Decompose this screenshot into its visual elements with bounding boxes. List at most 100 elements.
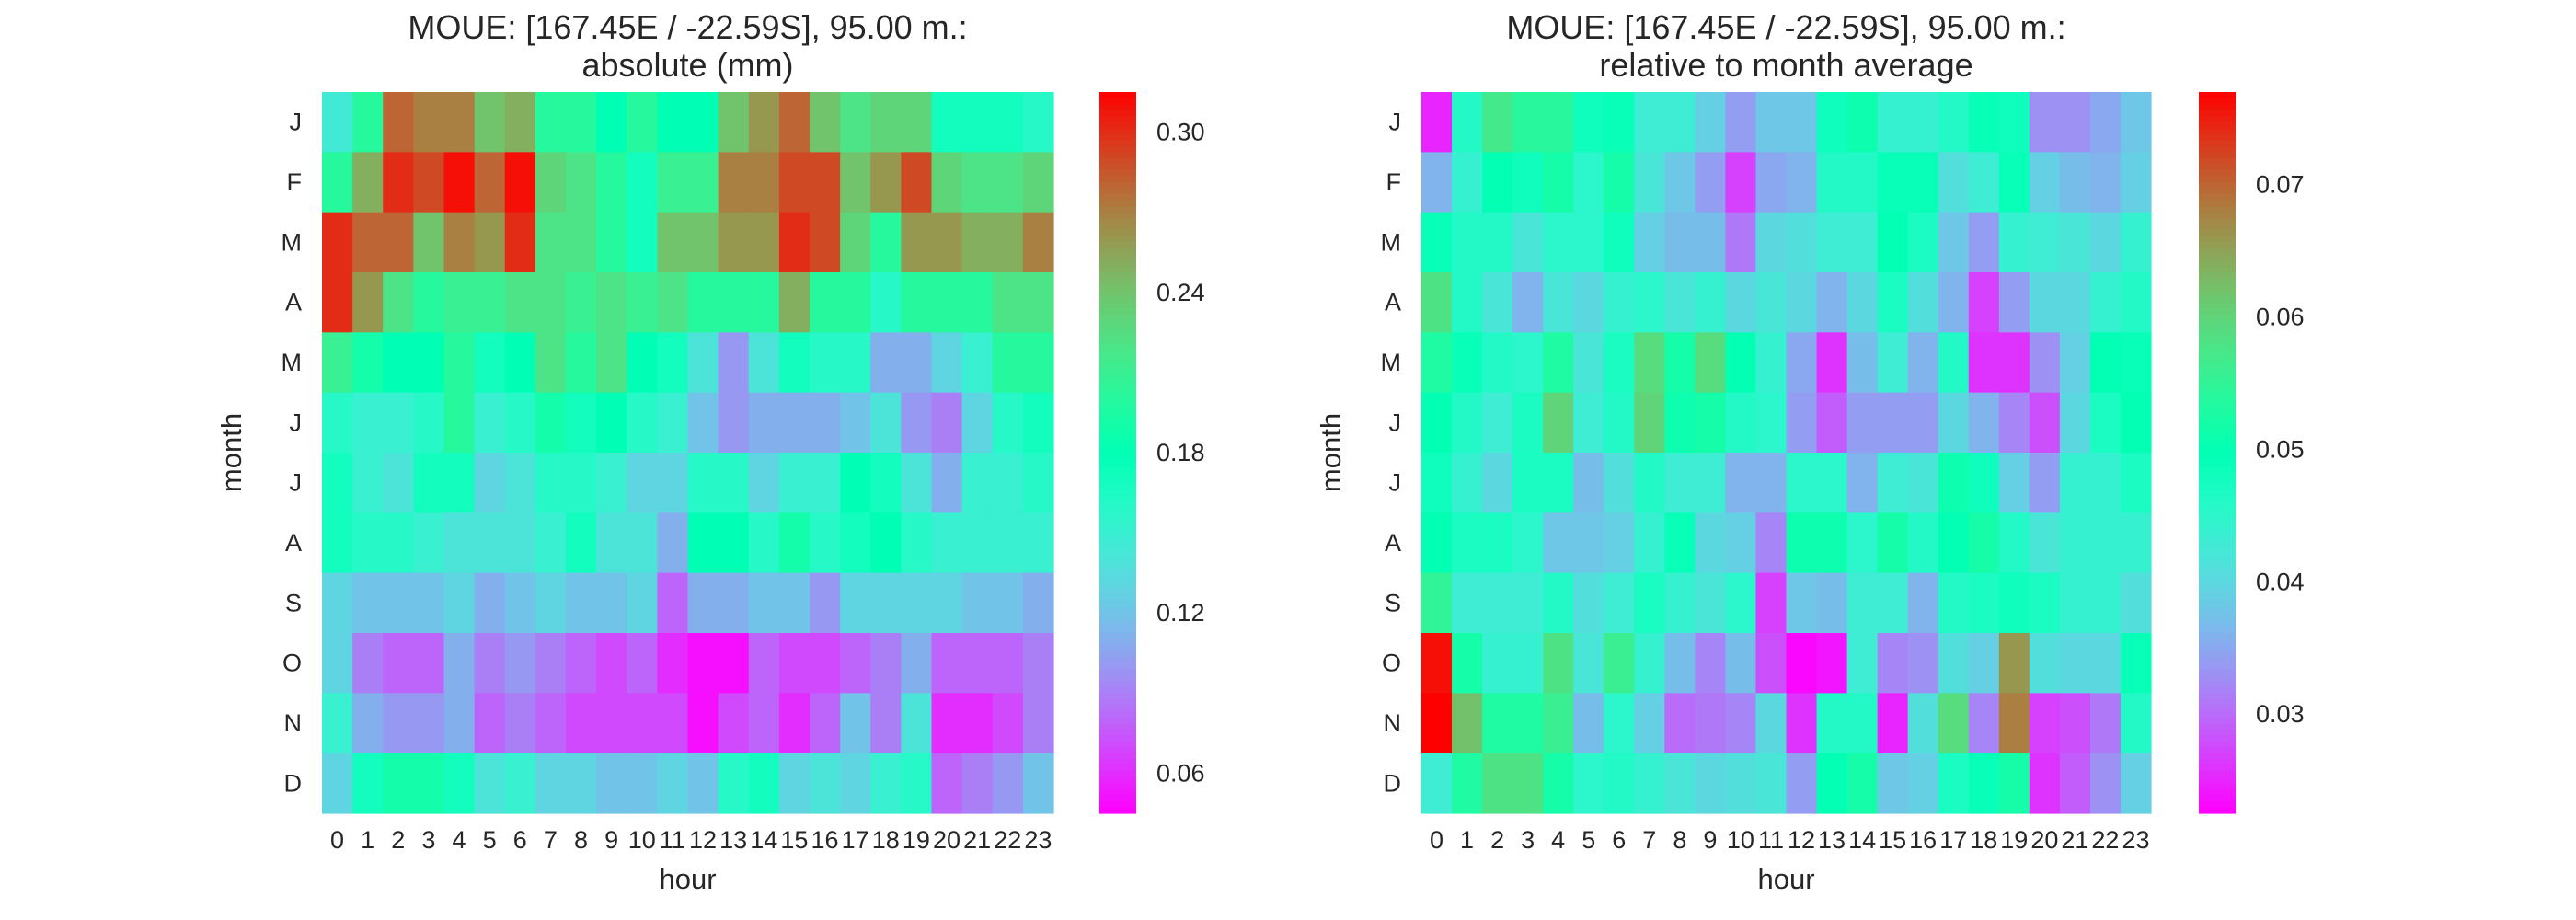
heatmap-cell bbox=[778, 693, 811, 754]
colorbar-segment bbox=[1099, 206, 1136, 213]
colorbar-segment bbox=[2199, 620, 2236, 628]
heatmap-cell bbox=[1755, 212, 1788, 273]
colorbar-segment bbox=[2199, 296, 2236, 304]
heatmap-cell bbox=[1512, 152, 1544, 213]
colorbar-segment bbox=[1099, 188, 1136, 195]
colorbar-segment bbox=[1099, 603, 1136, 610]
colorbar-segment bbox=[2199, 326, 2236, 333]
heatmap-panel-1: MOUE: [167.45E / -22.59S], 95.00 m.:abso… bbox=[215, 8, 1205, 895]
colorbar-segment bbox=[1099, 98, 1136, 105]
colorbar-segment bbox=[1099, 723, 1136, 730]
heatmap-cell bbox=[901, 392, 933, 454]
colorbar-segment bbox=[2199, 169, 2236, 178]
colorbar-segment bbox=[2199, 176, 2236, 183]
heatmap-cell bbox=[901, 212, 933, 273]
colorbar-segment bbox=[2199, 290, 2236, 297]
heatmap-cell bbox=[1907, 92, 1939, 153]
colorbar-segment bbox=[1099, 453, 1136, 460]
heatmap-cell bbox=[1695, 392, 1727, 454]
heatmap-cell bbox=[352, 272, 384, 333]
heatmap-cell bbox=[1543, 693, 1574, 754]
heatmap-cell bbox=[748, 633, 780, 694]
heatmap-cell bbox=[413, 693, 445, 754]
heatmap-cell bbox=[1452, 572, 1483, 634]
heatmap-cell bbox=[840, 753, 871, 814]
colorbar-segment bbox=[2199, 608, 2236, 615]
heatmap-cell bbox=[1755, 332, 1788, 394]
heatmap-cell bbox=[778, 332, 811, 394]
heatmap-cell bbox=[1877, 92, 1909, 153]
heatmap-cell bbox=[383, 512, 414, 574]
x-tick-label: 17 bbox=[842, 826, 869, 854]
heatmap-cell bbox=[1725, 753, 1757, 814]
colorbar-segment bbox=[1099, 747, 1136, 754]
heatmap-cell bbox=[657, 392, 689, 454]
heatmap-cell bbox=[718, 92, 750, 153]
heatmap-cell bbox=[778, 392, 811, 454]
colorbar-segment bbox=[1099, 807, 1136, 814]
heatmap-cell bbox=[748, 392, 780, 454]
heatmap-cell bbox=[352, 753, 384, 814]
heatmap-cell bbox=[1543, 92, 1574, 153]
colorbar-tick-label: 0.04 bbox=[2256, 568, 2305, 595]
colorbar-segment bbox=[1099, 446, 1136, 454]
colorbar-segment bbox=[2199, 693, 2236, 700]
heatmap-cell bbox=[840, 453, 871, 513]
x-tick-label: 23 bbox=[2122, 826, 2149, 854]
heatmap-cell bbox=[1968, 753, 2000, 814]
heatmap-cell bbox=[1725, 572, 1757, 634]
heatmap-cell bbox=[504, 633, 536, 694]
colorbar-segment bbox=[1099, 176, 1136, 183]
heatmap-cell bbox=[1543, 453, 1574, 513]
colorbar-segment bbox=[2199, 344, 2236, 351]
heatmap-cell bbox=[1421, 92, 1453, 153]
heatmap-cell bbox=[1604, 753, 1635, 814]
heatmap-cell bbox=[1573, 453, 1604, 513]
y-axis-label: month bbox=[215, 413, 247, 492]
heatmap-cell bbox=[1938, 92, 1970, 153]
colorbar-segment bbox=[1099, 555, 1136, 562]
colorbar-segment bbox=[2199, 530, 2236, 538]
colorbar-segment bbox=[2199, 747, 2236, 754]
heatmap-cell bbox=[352, 453, 384, 513]
heatmap-cell bbox=[627, 693, 658, 754]
y-tick-label: O bbox=[282, 650, 302, 677]
heatmap-cell bbox=[1755, 272, 1788, 333]
heatmap-cell bbox=[840, 693, 871, 754]
colorbar-segment bbox=[1099, 741, 1136, 748]
heatmap-cell bbox=[1421, 572, 1453, 634]
colorbar-segment bbox=[1099, 681, 1136, 688]
heatmap-cell bbox=[1998, 693, 2030, 754]
colorbar-segment bbox=[1099, 608, 1136, 615]
heatmap-cell bbox=[1695, 272, 1727, 333]
heatmap-cell bbox=[1452, 272, 1483, 333]
heatmap-cell bbox=[931, 453, 963, 513]
x-tick-label: 11 bbox=[1758, 826, 1784, 854]
heatmap-cell bbox=[504, 272, 536, 333]
heatmap-cell bbox=[1846, 92, 1879, 153]
heatmap-cell bbox=[413, 633, 445, 694]
colorbar-segment bbox=[2199, 465, 2236, 472]
heatmap-cell bbox=[1664, 453, 1696, 513]
x-tick-label: 9 bbox=[1703, 826, 1717, 854]
heatmap-cell bbox=[2029, 572, 2061, 634]
heatmap-cell bbox=[718, 272, 750, 333]
heatmap-cell bbox=[687, 633, 719, 694]
colorbar-segment bbox=[2199, 104, 2236, 111]
heatmap-cell bbox=[1482, 92, 1513, 153]
colorbar-segment bbox=[1099, 224, 1136, 231]
heatmap-cell bbox=[474, 753, 506, 814]
y-tick-label: O bbox=[1382, 650, 1401, 677]
colorbar-segment bbox=[1099, 693, 1136, 700]
heatmap-cell bbox=[1816, 693, 1848, 754]
heatmap-cell bbox=[1452, 453, 1483, 513]
heatmap-cell bbox=[1877, 152, 1909, 213]
x-axis-label: hour bbox=[1757, 863, 1814, 895]
heatmap-cell bbox=[810, 453, 841, 513]
colorbar-segment bbox=[1099, 278, 1136, 285]
colorbar-segment bbox=[1099, 182, 1136, 190]
heatmap-cell bbox=[1907, 633, 1939, 694]
colorbar-segment bbox=[2199, 482, 2236, 489]
heatmap-cell bbox=[2120, 753, 2152, 814]
colorbar-segment bbox=[1099, 428, 1136, 435]
